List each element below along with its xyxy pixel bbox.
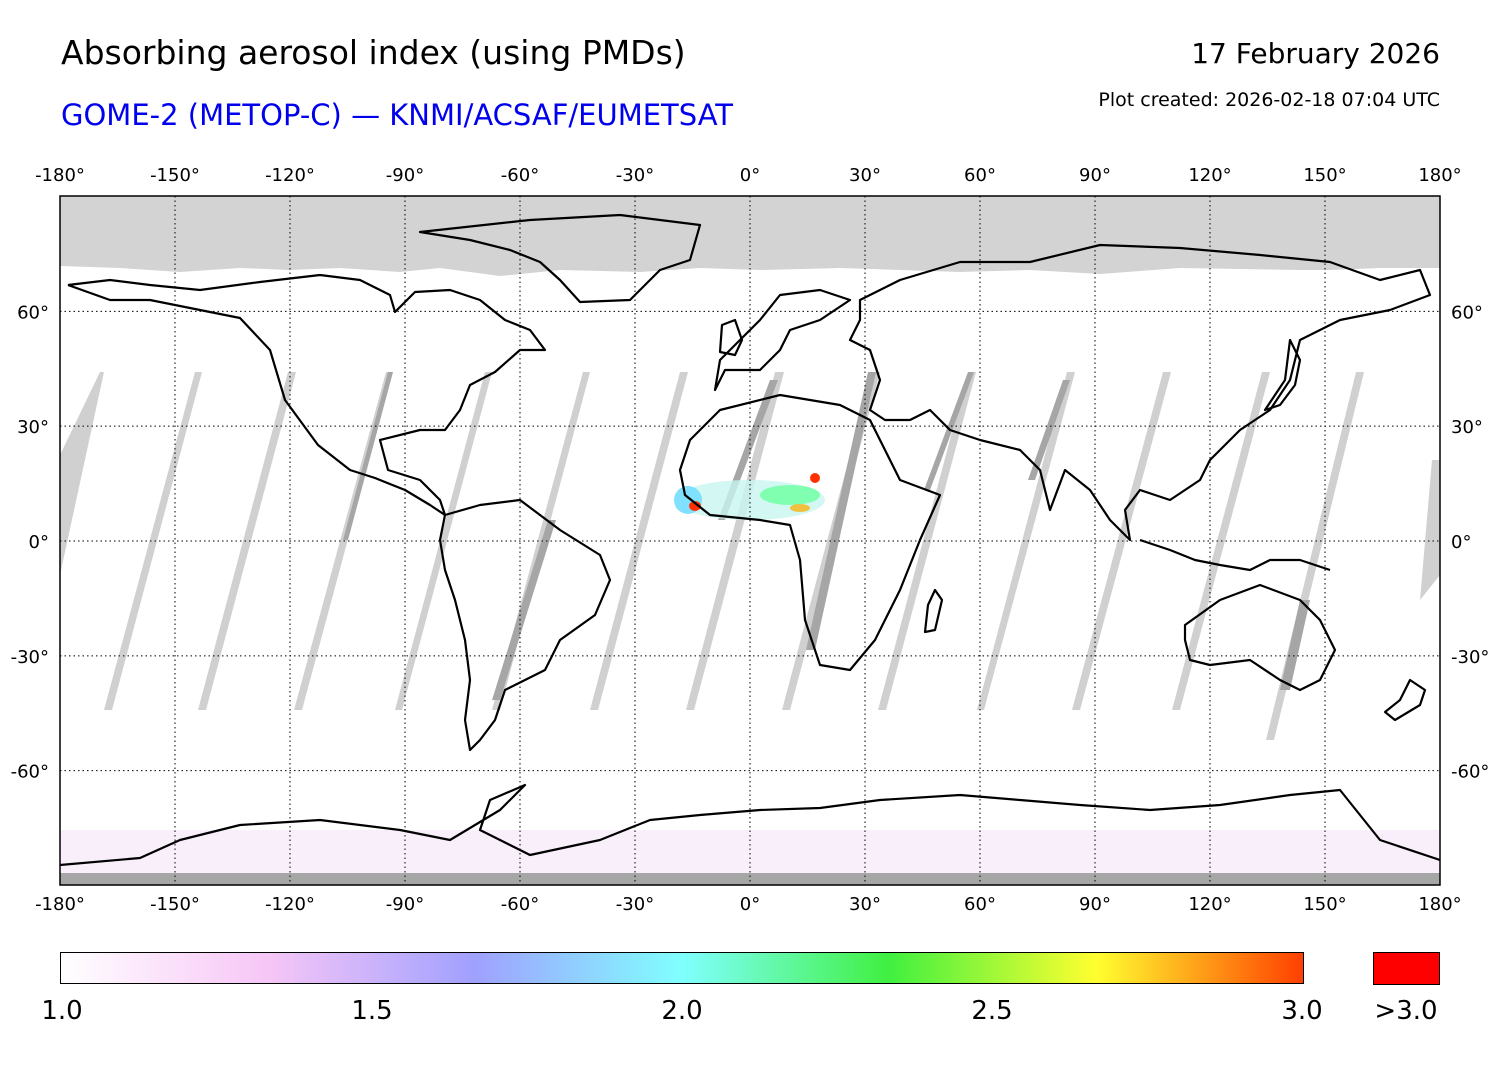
chart-subtitle: GOME-2 (METOP-C) — KNMI/ACSAF/EUMETSAT xyxy=(61,98,734,132)
lon-tick-label-top: 0° xyxy=(740,165,760,186)
lon-tick-label-bottom: -60° xyxy=(501,894,539,915)
lon-tick-label-top: -60° xyxy=(501,165,539,186)
coastline-madagascar xyxy=(923,588,944,634)
lon-tick-label-bottom: -30° xyxy=(616,894,654,915)
chart-title: Absorbing aerosol index (using PMDs) xyxy=(61,33,686,72)
plot-created-timestamp: Plot created: 2026-02-18 07:04 UTC xyxy=(1098,89,1440,111)
coastline-asia xyxy=(848,243,1432,542)
coastlines xyxy=(60,213,1440,867)
map-frame xyxy=(59,195,1441,886)
aerosol-plume-high xyxy=(689,501,701,511)
coastline-europe xyxy=(713,288,852,392)
lon-tick-label-top: 150° xyxy=(1303,165,1346,186)
colorbar-overflow-label: >3.0 xyxy=(1374,996,1438,1026)
land-gap-overlap xyxy=(343,372,1310,700)
lon-tick-label-top: 90° xyxy=(1079,165,1111,186)
orbit-gap xyxy=(60,372,104,575)
lon-tick-label-top: 120° xyxy=(1188,165,1231,186)
tick-labels: -180° -180° -150° -150° -120° -120° -90° -90° -6… xyxy=(11,165,1490,915)
land-gap xyxy=(806,372,876,650)
colorbar-overflow-swatch xyxy=(1373,952,1440,985)
antarctic-aerosol-band xyxy=(60,830,1440,873)
lon-tick-label-bottom: 60° xyxy=(964,894,996,915)
lon-tick-label-bottom: 90° xyxy=(1079,894,1111,915)
colorbar-label: 1.0 xyxy=(41,996,83,1026)
orbit-gap xyxy=(878,372,976,710)
coastline-australia xyxy=(1183,583,1337,692)
lon-tick-label-top: 60° xyxy=(964,165,996,186)
land-gap xyxy=(492,520,556,700)
orbit-gap xyxy=(977,372,1075,710)
colorbar-label: 2.0 xyxy=(661,996,703,1026)
lon-tick-label-top: -90° xyxy=(386,165,424,186)
lon-tick-label-bottom: 180° xyxy=(1418,894,1461,915)
aerosol-plume-high xyxy=(810,473,820,483)
orbit-gap xyxy=(590,372,688,710)
lat-tick-label-left: 60° xyxy=(17,302,49,323)
lon-tick-label-top: -30° xyxy=(616,165,654,186)
lon-tick-label-top: 30° xyxy=(849,165,881,186)
land-gap xyxy=(1028,380,1070,480)
coastline-africa xyxy=(678,393,942,672)
lat-tick-label-right: 60° xyxy=(1451,302,1483,323)
lat-tick-label-left: -30° xyxy=(11,647,49,668)
orbit-gap xyxy=(198,372,296,710)
lat-tick-label-left: 0° xyxy=(29,532,49,553)
orbit-gaps xyxy=(60,372,1440,740)
land-gap xyxy=(343,372,393,540)
lon-tick-label-top: -150° xyxy=(150,165,200,186)
orbit-gap xyxy=(1420,460,1440,600)
lat-tick-label-right: -60° xyxy=(1451,762,1489,783)
orbit-gap xyxy=(1072,372,1171,710)
lon-tick-label-bottom: 0° xyxy=(740,894,760,915)
graticule xyxy=(60,196,1440,885)
lat-tick-label-right: -30° xyxy=(1451,647,1489,668)
coastline-japan xyxy=(1263,338,1302,412)
lon-tick-label-bottom: 30° xyxy=(849,894,881,915)
lon-tick-label-bottom: 120° xyxy=(1188,894,1231,915)
coastline-uk xyxy=(718,318,744,357)
lon-tick-label-bottom: 150° xyxy=(1303,894,1346,915)
aerosol-plumes xyxy=(60,473,1440,873)
colorbar-label: 1.5 xyxy=(351,996,393,1026)
coastline-new-zealand xyxy=(1383,678,1427,722)
aerosol-plume-sahel-core xyxy=(760,485,820,505)
land-gap xyxy=(1280,600,1310,690)
lon-tick-label-bottom: -150° xyxy=(150,894,200,915)
lon-tick-label-bottom: -180° xyxy=(35,894,85,915)
antarctic-no-data xyxy=(60,873,1440,885)
colorbar-label: 3.0 xyxy=(1281,996,1323,1026)
observation-date: 17 February 2026 xyxy=(1191,37,1440,70)
coastline-indonesia xyxy=(1139,538,1331,572)
lon-tick-label-top: 180° xyxy=(1418,165,1461,186)
lon-tick-label-bottom: -120° xyxy=(265,894,315,915)
coastline-south-america xyxy=(438,498,612,752)
land-gap xyxy=(924,372,974,490)
colorbar-label: 2.5 xyxy=(971,996,1013,1026)
lat-tick-label-right: 0° xyxy=(1451,532,1471,553)
lon-tick-label-top: -120° xyxy=(265,165,315,186)
lon-tick-label-top: -180° xyxy=(35,165,85,186)
colorbar xyxy=(60,952,1304,984)
lat-tick-label-left: 30° xyxy=(17,417,49,438)
aerosol-plume-medium xyxy=(790,504,810,512)
orbit-gap xyxy=(104,372,202,710)
coastline-antarctica xyxy=(60,783,1440,867)
lat-tick-label-right: 30° xyxy=(1451,417,1483,438)
lon-tick-label-bottom: -90° xyxy=(386,894,424,915)
coastline-greenland xyxy=(418,213,702,304)
lat-tick-label-left: -60° xyxy=(11,762,49,783)
